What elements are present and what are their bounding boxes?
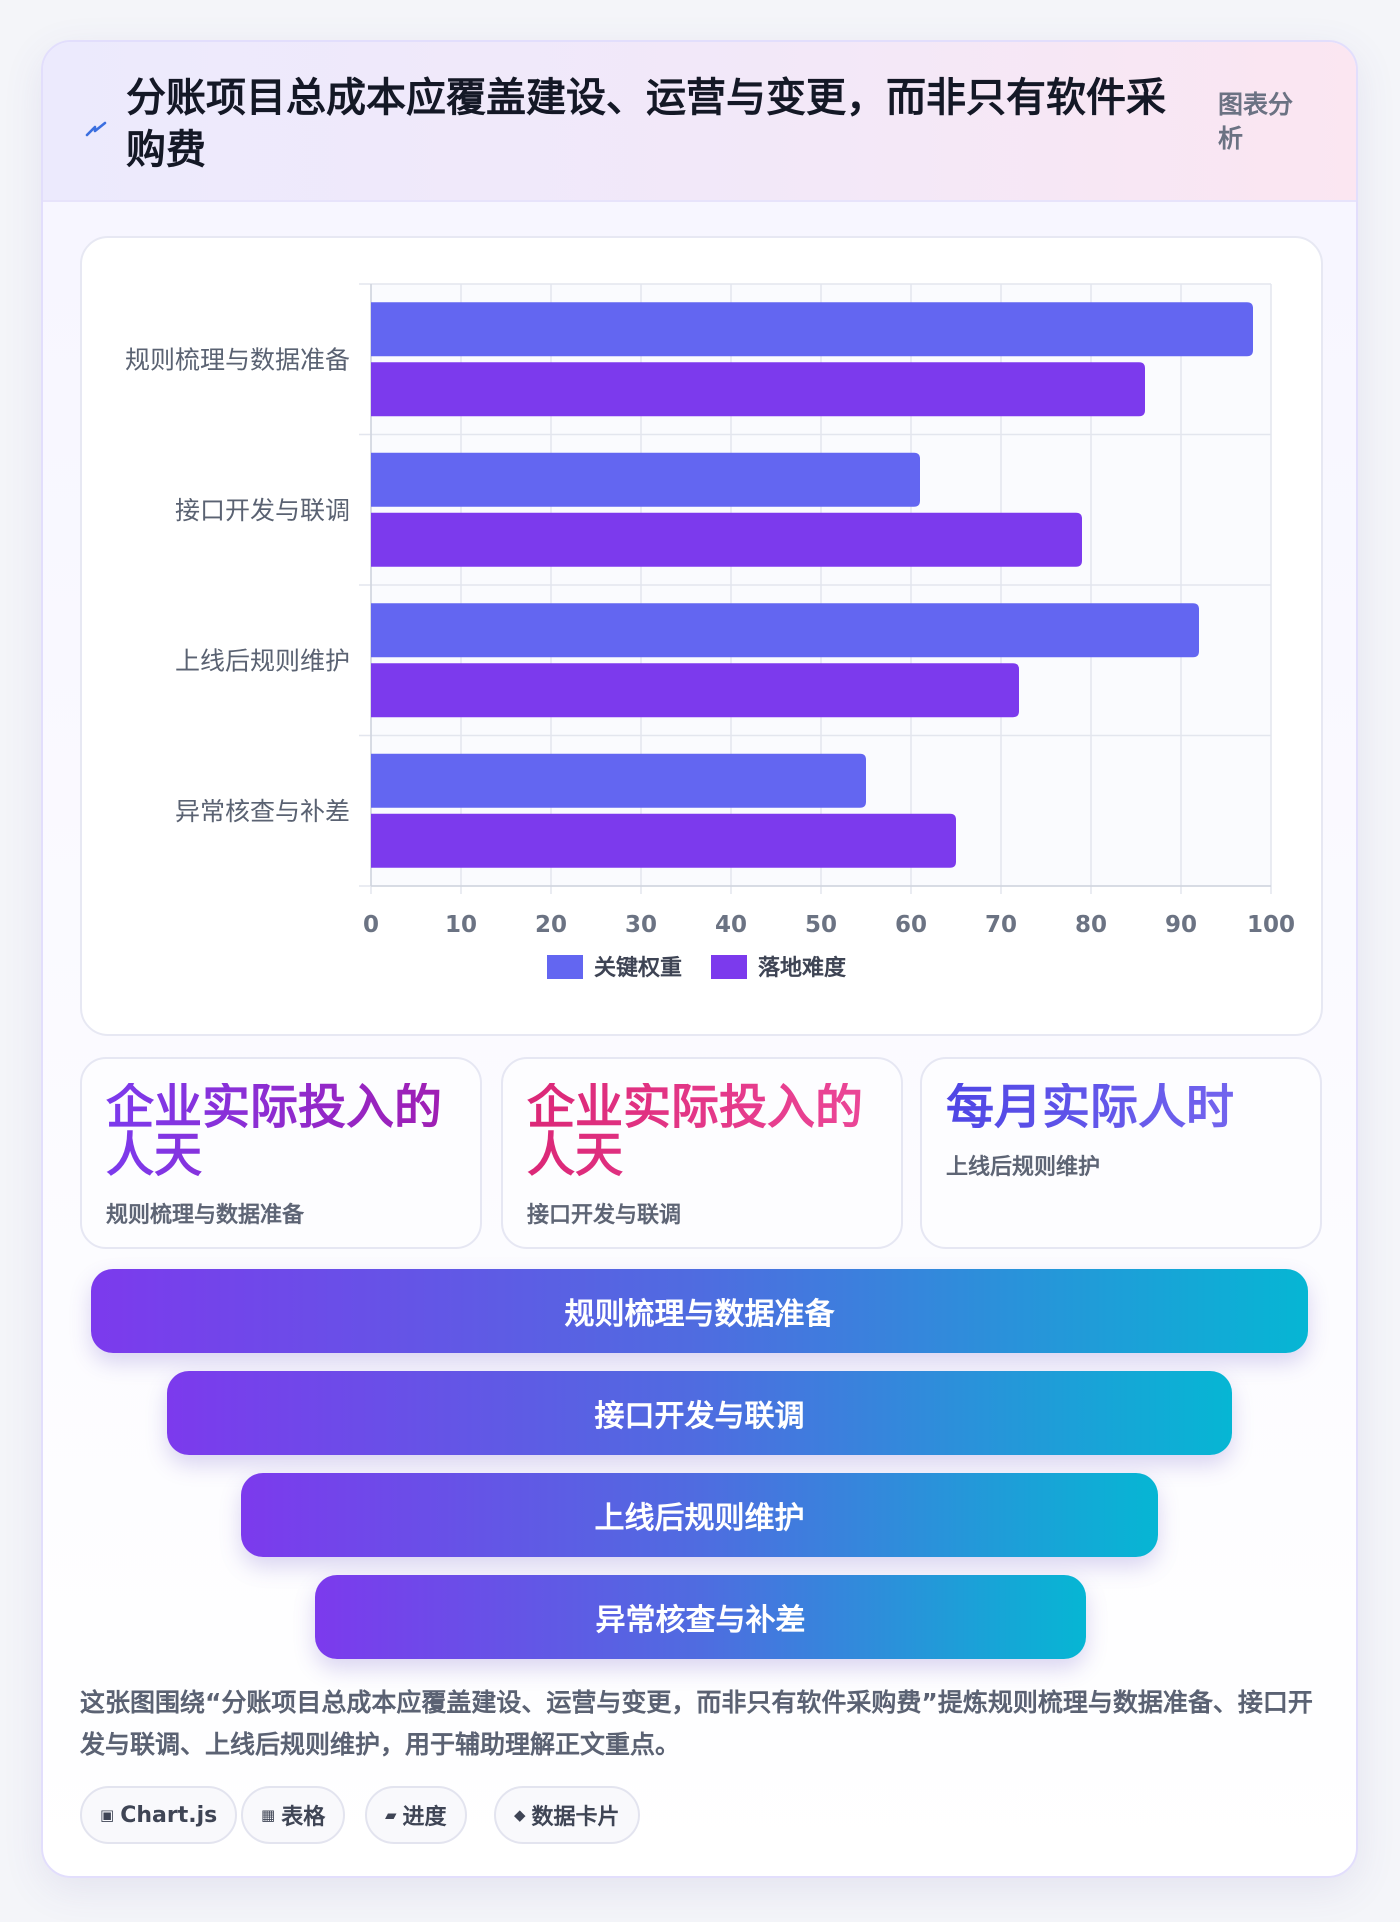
chip-data-card[interactable]: ◆ 数据卡片 — [494, 1786, 640, 1844]
legend-label: 关键权重 — [594, 955, 682, 981]
diamond-icon: ◆ — [514, 1806, 526, 1824]
x-tick-label: 50 — [805, 912, 837, 938]
page-title: 分账项目总成本应覆盖建设、运营与变更，而非只有软件采购费 — [126, 75, 1166, 173]
funnel-stage-2: 接口开发与联调 — [167, 1371, 1232, 1455]
bar-chart: 0 10 20 30 40 50 60 70 80 90 100 规则梳理与数据准备接口开发与联调上线… — [125, 283, 1295, 981]
x-tick-label: 20 — [535, 912, 567, 938]
category-tag: 图表分析 — [1218, 90, 1294, 153]
stat-value: 企业实际投入的人天 — [527, 1083, 887, 1179]
stat-label: 上线后规则维护 — [946, 1155, 1101, 1180]
stat-card-3: 每月实际人时 上线后规则维护 — [920, 1057, 1322, 1249]
funnel-stage-1: 规则梳理与数据准备 — [91, 1269, 1308, 1353]
chip-label: 表格 — [281, 1805, 326, 1830]
chip-table[interactable]: ▦ 表格 — [241, 1786, 346, 1844]
bar-key-weight — [371, 603, 1199, 658]
bar-difficulty — [371, 813, 956, 868]
bolt-icon — [85, 121, 107, 137]
funnel-stage-4: 异常核查与补差 — [315, 1575, 1086, 1659]
legend-swatch — [547, 955, 583, 979]
stat-card-2: 企业实际投入的人天 接口开发与联调 — [501, 1057, 903, 1249]
chip-label: 进度 — [402, 1805, 447, 1830]
chart-icon: ▣ — [100, 1806, 115, 1824]
x-tick-label: 60 — [895, 912, 927, 938]
bar-difficulty — [371, 512, 1082, 567]
stat-label: 接口开发与联调 — [527, 1203, 682, 1228]
stat-value: 每月实际人时 — [946, 1083, 1306, 1131]
x-tick-label: 80 — [1075, 912, 1107, 938]
chart-panel: 0 10 20 30 40 50 60 70 80 90 100 规则梳理与数据准备接口开发与联调 上线… — [80, 236, 1323, 1036]
y-tick-label: 异常核查与补差 — [175, 797, 350, 826]
x-tick-label: 90 — [1165, 912, 1197, 938]
table-icon: ▦ — [261, 1806, 276, 1824]
progress-icon: ▰ — [385, 1806, 397, 1824]
stat-card-1: 企业实际投入的人天 规则梳理与数据准备 — [80, 1057, 482, 1249]
legend-swatch — [711, 955, 747, 979]
bar-key-weight — [371, 302, 1253, 357]
stat-label: 规则梳理与数据准备 — [106, 1203, 305, 1228]
card-header: 分账项目总成本应覆盖建设、运营与变更，而非只有软件采购费 图表分析 — [43, 42, 1356, 202]
x-tick-label: 30 — [625, 912, 657, 938]
bar-key-weight — [371, 753, 866, 808]
summary-text: 这张图围绕“分账项目总成本应覆盖建设、运营与变更，而非只有软件采购费”提炼规则梳… — [80, 1688, 1313, 1759]
x-tick-label: 100 — [1247, 912, 1295, 938]
y-tick-label: 规则梳理与数据准备 — [125, 345, 350, 374]
bar-key-weight — [371, 452, 920, 507]
legend-label: 落地难度 — [758, 955, 847, 981]
stat-value: 企业实际投入的人天 — [106, 1083, 466, 1179]
y-tick-label: 上线后规则维护 — [175, 646, 350, 675]
x-tick-label: 40 — [715, 912, 747, 938]
x-tick-label: 70 — [985, 912, 1017, 938]
x-tick-label: 0 — [363, 912, 379, 938]
bar-difficulty — [371, 663, 1019, 718]
infographic-card: 分账项目总成本应覆盖建设、运营与变更，而非只有软件采购费 图表分析 0 10 20 3… — [41, 40, 1358, 1878]
chip-chartjs[interactable]: ▣ Chart.js — [80, 1786, 238, 1844]
chip-label: Chart.js — [120, 1802, 218, 1828]
y-tick-label: 接口开发与联调 — [175, 496, 350, 525]
bar-difficulty — [371, 362, 1145, 417]
chip-label: 数据卡片 — [531, 1805, 620, 1830]
chip-progress[interactable]: ▰ 进度 — [365, 1786, 467, 1844]
funnel-stage-3: 上线后规则维护 — [241, 1473, 1158, 1557]
x-tick-label: 10 — [445, 912, 477, 938]
